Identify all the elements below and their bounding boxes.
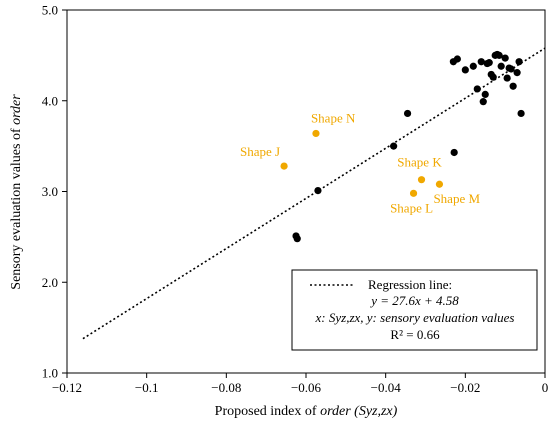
plot-frame xyxy=(66,9,546,374)
x-axis-title-prefix: Proposed index of xyxy=(215,404,320,419)
x-tick-label: −0.12 xyxy=(52,380,82,395)
x-tick-label: −0.06 xyxy=(291,380,322,395)
highlight-point xyxy=(280,162,288,170)
legend-line4: R² = 0.66 xyxy=(390,327,440,342)
data-point xyxy=(489,73,497,81)
x-tick-label: −0.1 xyxy=(135,380,159,395)
y-axis-title-prefix: Sensory evaluation values of xyxy=(9,125,24,290)
data-point xyxy=(453,55,461,63)
point-annotation: Shape K xyxy=(397,155,442,170)
legend-box: Regression line: y = 27.6x + 4.58 x: Syz… xyxy=(291,269,538,351)
data-point xyxy=(469,62,477,70)
data-point xyxy=(485,59,493,67)
data-point xyxy=(503,74,511,82)
y-tick-label: 3.0 xyxy=(42,184,58,199)
data-point xyxy=(461,66,469,74)
data-point xyxy=(517,109,525,118)
data-point xyxy=(513,69,521,77)
points-layer xyxy=(280,50,525,243)
regression-line xyxy=(82,47,546,340)
x-axis-title-italic: order (Syz,zx) xyxy=(320,404,398,419)
x-tick-label: 0 xyxy=(542,380,549,395)
x-tick-label: −0.08 xyxy=(211,380,241,395)
legend-frame xyxy=(291,269,538,351)
x-tick-label: −0.04 xyxy=(371,380,402,395)
y-axis-title: Sensory evaluation values of order xyxy=(9,94,24,290)
x-tick-label: −0.02 xyxy=(450,380,480,395)
data-point xyxy=(314,186,322,195)
highlight-point xyxy=(312,129,320,138)
x-axis-title: Proposed index of order (Syz,zx) xyxy=(215,404,398,419)
y-tick-label: 4.0 xyxy=(42,93,58,108)
data-point xyxy=(450,148,458,157)
tick-layer: −0.12 −0.1 −0.08 −0.06 −0.04 −0.02 0 1.0 2.0 3.0 4… xyxy=(42,3,549,396)
data-point xyxy=(293,235,301,243)
y-tick-label: 1.0 xyxy=(42,366,58,381)
point-annotation: Shape J xyxy=(240,144,280,159)
data-point xyxy=(481,90,489,98)
data-point xyxy=(507,65,515,73)
highlight-point xyxy=(435,180,444,188)
data-point xyxy=(495,51,503,59)
point-annotation: Shape N xyxy=(311,110,356,125)
legend-line3: x: Syz,zx, y: sensory evaluation values xyxy=(315,310,515,325)
data-point xyxy=(477,58,485,66)
highlight-point xyxy=(417,176,426,184)
data-point xyxy=(473,85,481,93)
data-point xyxy=(509,82,517,90)
point-annotation: Shape L xyxy=(390,200,433,215)
legend-line1: Regression line: xyxy=(368,277,452,292)
data-point xyxy=(515,58,523,66)
highlight-point xyxy=(409,189,418,197)
y-axis-title-italic: order xyxy=(9,94,24,125)
data-point xyxy=(479,98,487,106)
data-point xyxy=(501,54,509,62)
y-tick-label: 2.0 xyxy=(42,275,58,290)
y-tick-label: 5.0 xyxy=(42,3,58,18)
data-point xyxy=(403,109,412,118)
point-annotation: Shape M xyxy=(433,191,480,206)
data-point xyxy=(390,142,398,150)
data-point xyxy=(497,62,505,70)
legend-line2: y = 27.6x + 4.58 xyxy=(369,293,459,308)
